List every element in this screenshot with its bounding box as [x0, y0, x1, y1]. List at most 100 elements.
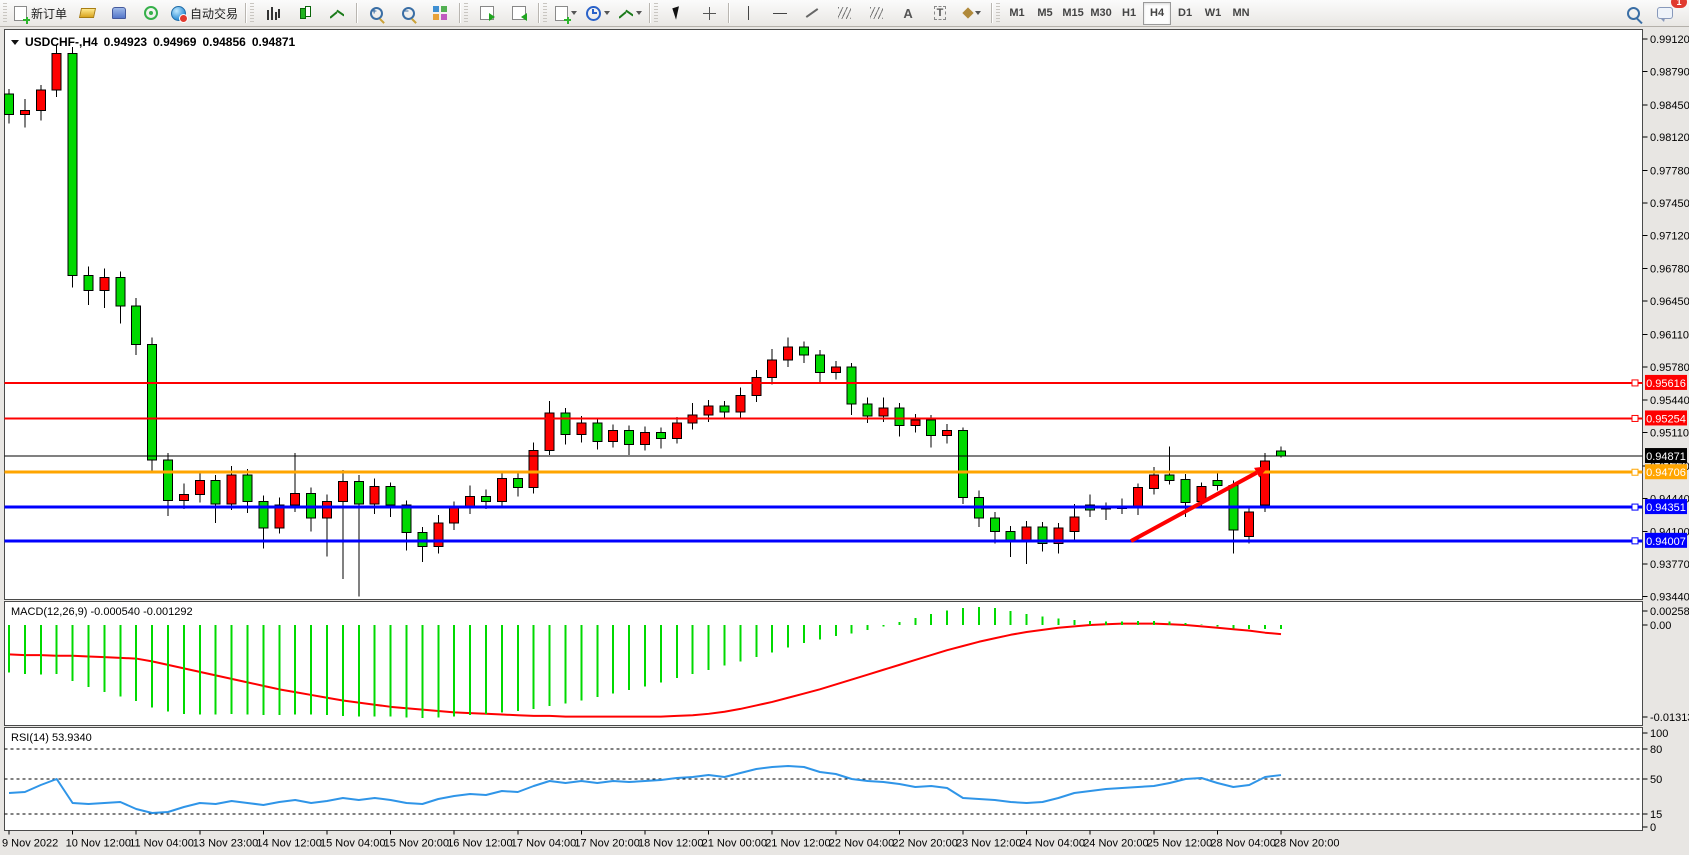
toolbar-drag-handle[interactable]	[543, 3, 548, 23]
new-order-button[interactable]: 新订单	[10, 1, 71, 26]
horizontal-line-0.94351[interactable]	[4, 503, 1643, 511]
cursor-tool-button[interactable]	[661, 1, 693, 26]
timeframe-m15-button[interactable]: M15	[1062, 7, 1084, 19]
trendline-tool-button[interactable]	[796, 1, 828, 26]
svg-text:15 Nov 20:00: 15 Nov 20:00	[384, 838, 449, 850]
timeframe-m5-button[interactable]: M5	[1037, 7, 1053, 19]
arrows-tool-button[interactable]	[956, 1, 988, 26]
zoom-out-button[interactable]: −	[392, 1, 424, 26]
horizontal-line-0.94007[interactable]	[4, 537, 1643, 545]
svg-text:0.97450: 0.97450	[1650, 198, 1689, 210]
notifications-button[interactable]: 1	[1649, 0, 1687, 26]
period-button[interactable]	[582, 1, 614, 26]
toolbar-drag-handle[interactable]	[464, 3, 469, 23]
macd-histogram	[8, 606, 1282, 719]
search-icon	[1626, 6, 1640, 20]
timeframe-h1-button[interactable]: H1	[1122, 7, 1137, 19]
autotrading-label: 自动交易	[190, 6, 239, 21]
vertical-line-tool-button[interactable]	[732, 1, 764, 26]
auto-scroll-button[interactable]	[471, 1, 503, 26]
svg-text:50: 50	[1650, 774, 1662, 786]
dropdown-caret-icon	[571, 11, 578, 15]
svg-text:28 Nov 20:00: 28 Nov 20:00	[1274, 838, 1339, 850]
svg-text:0.002587: 0.002587	[1650, 606, 1689, 618]
price-tag: 0.95254	[1646, 413, 1686, 425]
chart-title-row: USDCHF-,H4 0.94923 0.94969 0.94856 0.948…	[11, 35, 295, 49]
candlestick-chart-button[interactable]	[289, 1, 321, 26]
price-chart-canvas[interactable]: 0.99120 0.98790 0.98450 0.98120 0.97780 0.974…	[0, 28, 1689, 855]
signals-button[interactable]	[135, 1, 167, 26]
tile-windows-icon	[433, 6, 440, 12]
horizontal-line-0.95254[interactable]	[4, 414, 1643, 422]
trendline-icon	[805, 8, 819, 18]
crosshair-tool-button[interactable]	[693, 1, 725, 26]
search-button[interactable]	[1617, 1, 1649, 26]
add-indicator-button[interactable]	[550, 1, 582, 26]
deposit-button[interactable]	[71, 1, 103, 26]
timeframe-d1-button[interactable]: D1	[1178, 7, 1193, 19]
candlestick-icon	[299, 6, 312, 20]
horizontal-line-tool-button[interactable]	[764, 1, 796, 26]
timeframe-w1-button[interactable]: W1	[1204, 7, 1222, 19]
bar-chart-icon	[266, 6, 280, 20]
toolbar-separator	[245, 3, 247, 23]
arrow-annotation[interactable]	[1130, 466, 1269, 543]
toolbar-drag-handle[interactable]	[250, 3, 255, 23]
autotrading-globe-icon	[171, 5, 189, 23]
arrows-shapes-icon	[961, 7, 974, 19]
bar-chart-button[interactable]	[257, 1, 289, 26]
timeframe-group: M1 M5 M15 M30 H1 H4 D1 W1 MN	[995, 1, 1255, 26]
text-tool-button[interactable]: A	[892, 1, 924, 26]
line-chart-icon	[330, 7, 344, 19]
svg-text:18 Nov 12:00: 18 Nov 12:00	[638, 838, 703, 850]
toolbar-separator	[356, 3, 358, 23]
dropdown-caret-icon	[604, 11, 611, 15]
chart-type-group: + −	[249, 1, 456, 26]
horizontal-line-0.95616[interactable]	[4, 379, 1643, 387]
svg-text:100: 100	[1650, 728, 1668, 740]
timeframe-m30-button[interactable]: M30	[1090, 7, 1112, 19]
svg-text:0.96450: 0.96450	[1650, 296, 1689, 308]
ohlc-high: 0.94969	[153, 35, 197, 49]
svg-text:0.97120: 0.97120	[1650, 230, 1689, 242]
svg-text:0.95440: 0.95440	[1650, 395, 1689, 407]
macd-indicator-label: MACD(12,26,9) -0.000540 -0.001292	[11, 606, 193, 618]
svg-text:17 Nov 20:00: 17 Nov 20:00	[574, 838, 639, 850]
chart-shift-button[interactable]	[503, 1, 535, 26]
zoom-in-button[interactable]: +	[360, 1, 392, 26]
svg-text:0.95780: 0.95780	[1650, 362, 1689, 374]
svg-text:11 Nov 04:00: 11 Nov 04:00	[129, 838, 194, 850]
toolbar-drag-handle[interactable]	[996, 3, 1001, 23]
template-button[interactable]	[614, 1, 646, 26]
tile-windows-button[interactable]	[424, 1, 456, 26]
toolbar-drag-handle[interactable]	[654, 3, 659, 23]
svg-text:0.98790: 0.98790	[1650, 66, 1689, 78]
timeframe-m1-button[interactable]: M1	[1009, 7, 1025, 19]
market-watch-button[interactable]	[103, 1, 135, 26]
svg-text:16 Nov 12:00: 16 Nov 12:00	[447, 838, 512, 850]
horizontal-line-0.94706[interactable]	[4, 468, 1643, 476]
svg-text:0.95110: 0.95110	[1650, 428, 1689, 440]
vertical-line-icon	[747, 6, 749, 20]
equidistant-channel-tool-button[interactable]	[828, 1, 860, 26]
toolbar-separator	[728, 3, 730, 23]
svg-text:0.00: 0.00	[1650, 620, 1671, 632]
equidistant-channel-icon	[837, 7, 851, 19]
text-label-tool-button[interactable]: T	[924, 1, 956, 26]
gold-ingot-icon	[78, 8, 96, 18]
fibonacci-tool-button[interactable]	[860, 1, 892, 26]
line-chart-button[interactable]	[321, 1, 353, 26]
new-order-label: 新订单	[31, 6, 68, 21]
symbol-dropdown-icon[interactable]	[11, 39, 19, 45]
zoom-out-icon: −	[401, 6, 415, 20]
toolbar-drag-handle[interactable]	[3, 3, 7, 23]
horizontal-line-icon	[773, 12, 788, 14]
svg-text:10 Nov 12:00: 10 Nov 12:00	[66, 838, 131, 850]
timeframe-mn-button[interactable]: MN	[1232, 7, 1250, 19]
svg-text:28 Nov 04:00: 28 Nov 04:00	[1210, 838, 1275, 850]
timeframe-h4-button[interactable]: H4	[1143, 1, 1172, 25]
svg-text:9 Nov 2022: 9 Nov 2022	[2, 838, 58, 850]
autotrading-button[interactable]: 自动交易	[167, 1, 242, 26]
drawing-tools-group: A T	[653, 1, 988, 26]
chart-symbol-timeframe: USDCHF-,H4	[25, 35, 98, 49]
